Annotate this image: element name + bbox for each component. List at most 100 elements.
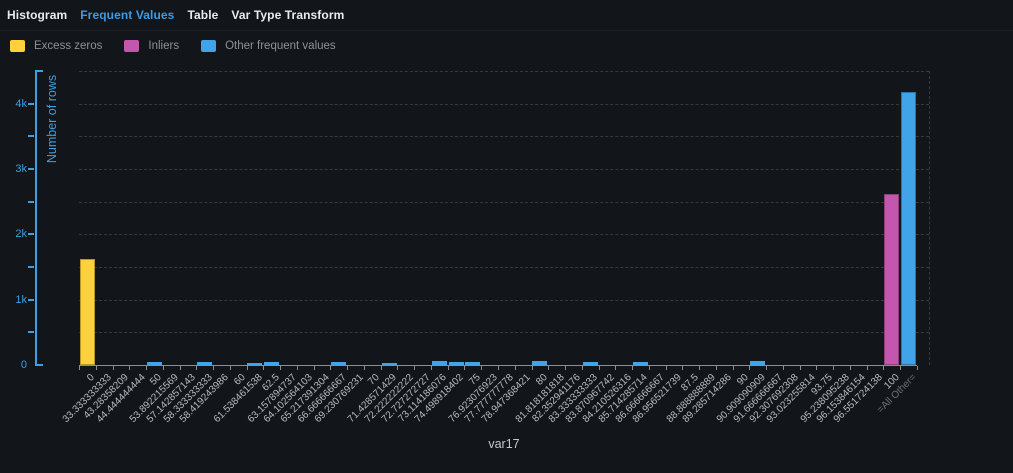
x-axis-tick	[699, 366, 701, 370]
y-tick-label: 2k	[15, 228, 27, 241]
y-tick-label: 0	[20, 359, 27, 371]
bar-other-frequent-values	[331, 362, 347, 365]
x-axis-tick	[498, 366, 499, 370]
gridline	[79, 201, 929, 203]
x-axis-tick	[598, 366, 600, 370]
x-axis-tick	[833, 366, 835, 370]
y-axis-tick	[28, 233, 34, 236]
x-axis-tick	[732, 366, 734, 370]
x-axis-tick	[665, 366, 667, 370]
x-axis-title: var17	[488, 437, 520, 451]
x-axis-tick	[330, 366, 332, 370]
y-tick-label: 4k	[15, 97, 27, 110]
y-axis-tick	[28, 135, 34, 138]
x-axis-tick	[447, 366, 449, 370]
bar-other-frequent-values	[532, 360, 548, 365]
x-axis-tick	[766, 366, 768, 370]
x-axis-tick	[112, 366, 114, 370]
bar-other-frequent-values	[632, 361, 648, 365]
x-axis-tick	[481, 366, 483, 370]
y-axis-tick	[28, 331, 34, 334]
x-axis-tick	[782, 366, 784, 370]
x-axis-tick	[849, 366, 851, 370]
bar-other-frequent-values	[448, 362, 464, 365]
x-axis-tick	[95, 366, 97, 370]
x-axis-tick	[464, 366, 466, 370]
bar-other-frequent-values	[901, 91, 917, 365]
bar-other-frequent-values	[247, 362, 263, 365]
tab-histogram[interactable]: Histogram	[7, 8, 68, 22]
bar-inliers	[884, 194, 900, 365]
legend-item-inliers[interactable]: Inliers	[124, 40, 179, 52]
gridline	[79, 71, 929, 72]
x-axis-tick	[866, 366, 868, 370]
y-tick-label: 3k	[15, 163, 27, 175]
x-axis-tick	[213, 366, 215, 370]
tab-table[interactable]: Table	[187, 8, 219, 22]
x-axis-tick	[313, 366, 315, 370]
x-axis-tick	[917, 366, 918, 370]
x-axis-tick	[430, 366, 432, 370]
bar-other-frequent-values	[381, 362, 397, 365]
gridline	[79, 234, 929, 236]
x-axis-tick	[129, 366, 131, 370]
x-axis-tick	[514, 366, 516, 370]
x-axis-tick	[229, 366, 231, 370]
gridline	[79, 136, 929, 138]
legend-label: Other frequent values	[225, 40, 336, 52]
x-axis-tick	[162, 366, 164, 370]
y-tick-label: 1k	[15, 293, 27, 306]
bar-other-frequent-values	[465, 362, 481, 365]
x-axis-tick	[581, 366, 583, 370]
x-axis-tick	[816, 366, 818, 370]
gridline	[79, 169, 929, 170]
legend-label: Inliers	[148, 40, 180, 52]
legend-item-other-frequent-values[interactable]: Other frequent values	[201, 40, 336, 52]
y-axis-tick	[28, 200, 34, 203]
gridline	[79, 332, 929, 334]
y-axis-title: Number of rows	[45, 74, 59, 164]
y-axis-tick	[28, 298, 34, 301]
y-axis-bottom-cap	[35, 364, 43, 366]
tab-frequent-values[interactable]: Frequent Values	[80, 8, 175, 22]
x-axis-tick	[615, 366, 617, 370]
bar-other-frequent-values	[146, 362, 162, 365]
x-axis-tick	[682, 366, 684, 370]
bar-other-frequent-values	[582, 362, 598, 365]
y-axis-tick	[28, 102, 34, 105]
x-axis-tick	[883, 366, 885, 370]
x-axis-tick	[296, 366, 298, 370]
bar-excess-zeros	[79, 258, 95, 365]
x-axis-tick	[280, 366, 282, 370]
excess-zeros-swatch-icon	[10, 40, 25, 52]
x-axis-tick	[397, 366, 399, 370]
x-axis-tick	[179, 366, 181, 370]
y-axis-top-cap	[35, 70, 43, 72]
x-axis-tick	[380, 366, 382, 370]
gridline	[79, 267, 929, 268]
x-axis-tick	[79, 366, 80, 370]
legend-item-excess-zeros[interactable]: Excess zeros	[10, 40, 102, 52]
bar-other-frequent-values	[197, 362, 213, 365]
x-axis-tick	[648, 366, 650, 370]
x-axis-tick	[363, 366, 365, 370]
y-axis-tick	[28, 168, 34, 170]
gridline	[79, 299, 929, 301]
bar-other-frequent-values	[431, 361, 447, 365]
tab-var-type-transform[interactable]: Var Type Transform	[231, 8, 345, 22]
x-axis-tick	[900, 366, 902, 370]
bar-other-frequent-values	[750, 361, 766, 365]
other-frequent-values-swatch-icon	[201, 40, 217, 52]
x-axis-tick	[632, 366, 634, 370]
x-axis-tick	[414, 366, 416, 370]
gridline	[79, 103, 929, 105]
x-axis-tick	[347, 366, 349, 370]
plot-right-border	[929, 71, 930, 365]
x-axis-tick	[565, 366, 567, 370]
y-axis-line	[35, 71, 37, 365]
x-axis-tick	[548, 366, 550, 370]
chart-legend: Excess zeros Inliers Other frequent valu…	[10, 38, 336, 54]
x-axis-tick	[196, 366, 198, 370]
